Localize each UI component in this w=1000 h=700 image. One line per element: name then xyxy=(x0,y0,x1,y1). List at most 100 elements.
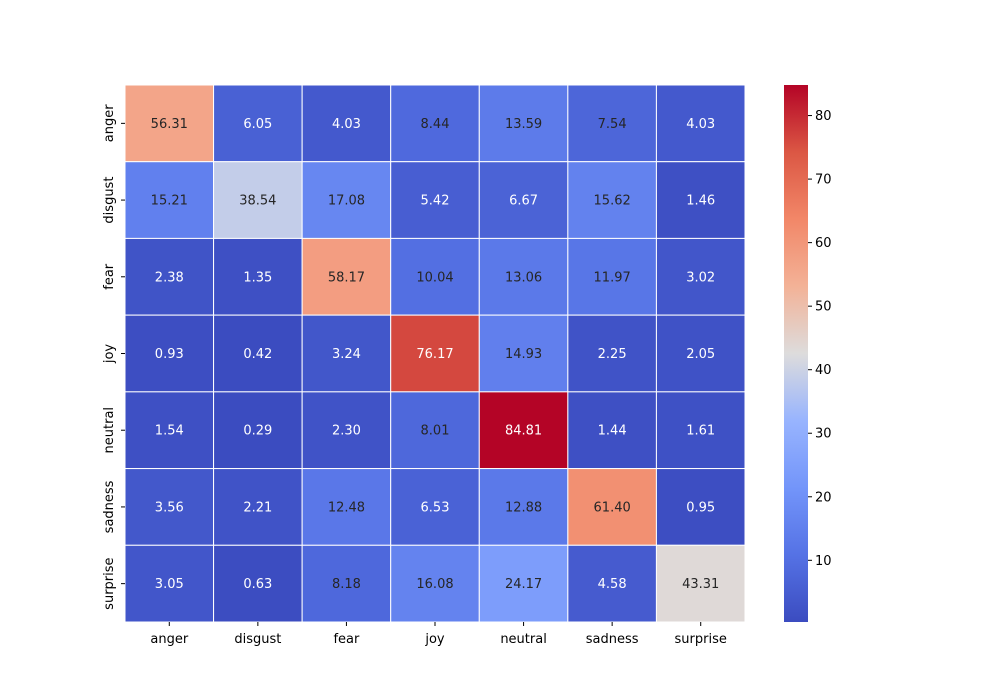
cell-label-neutral-anger: 1.54 xyxy=(155,424,184,439)
cell-label-sadness-joy: 6.53 xyxy=(421,500,450,515)
y-tick-label-surprise: surprise xyxy=(102,557,117,609)
cell-joy-disgust xyxy=(213,314,303,393)
cell-surprise-fear xyxy=(301,544,392,623)
cell-disgust-sadness xyxy=(567,161,657,239)
cell-anger-neutral xyxy=(478,84,569,163)
cell-neutral-anger xyxy=(124,391,215,470)
cell-anger-anger xyxy=(124,84,215,163)
cell-label-surprise-joy: 16.08 xyxy=(416,577,453,592)
cell-sadness-disgust xyxy=(213,468,303,546)
cell-fear-neutral xyxy=(478,237,569,316)
cell-label-neutral-joy: 8.01 xyxy=(421,424,450,439)
cell-surprise-surprise xyxy=(655,544,746,623)
cell-anger-fear xyxy=(301,84,392,163)
colorbar-tick-label-30: 30 xyxy=(815,427,832,442)
colorbar-gradient xyxy=(784,85,808,622)
cell-joy-sadness xyxy=(567,314,657,393)
cell-neutral-surprise xyxy=(655,391,746,470)
cell-label-disgust-anger: 15.21 xyxy=(151,194,188,209)
cell-label-disgust-neutral: 6.67 xyxy=(509,194,538,209)
cell-label-fear-disgust: 1.35 xyxy=(243,270,272,285)
cell-anger-disgust xyxy=(213,84,303,163)
colorbar-tick-label-20: 20 xyxy=(815,490,832,505)
cell-fear-sadness xyxy=(567,237,657,316)
colorbar-tick-label-70: 70 xyxy=(815,173,832,188)
cell-label-neutral-sadness: 1.44 xyxy=(598,424,627,439)
cell-label-anger-disgust: 6.05 xyxy=(243,117,272,132)
cell-label-anger-surprise: 4.03 xyxy=(686,117,715,132)
cell-neutral-fear xyxy=(301,391,392,470)
y-tick-label-joy: joy xyxy=(102,344,117,365)
cell-label-surprise-surprise: 43.31 xyxy=(682,577,719,592)
cell-label-sadness-disgust: 2.21 xyxy=(243,500,272,515)
cell-disgust-surprise xyxy=(655,161,746,239)
cell-label-fear-sadness: 11.97 xyxy=(594,270,631,285)
colorbar-tick-label-10: 10 xyxy=(815,554,832,569)
cell-disgust-fear xyxy=(301,161,392,239)
cell-label-anger-anger: 56.31 xyxy=(151,117,188,132)
cell-surprise-anger xyxy=(124,544,215,623)
x-tick-label-fear: fear xyxy=(333,632,360,647)
x-tick-label-neutral: neutral xyxy=(500,632,547,647)
cell-disgust-neutral xyxy=(478,161,569,239)
cell-label-sadness-surprise: 0.95 xyxy=(686,500,715,515)
cell-label-surprise-anger: 3.05 xyxy=(155,577,184,592)
cell-label-neutral-neutral: 84.81 xyxy=(505,424,542,439)
cell-label-surprise-disgust: 0.63 xyxy=(243,577,272,592)
y-tick-label-fear: fear xyxy=(102,263,117,290)
cell-label-disgust-fear: 17.08 xyxy=(328,194,365,209)
x-tick-label-anger: anger xyxy=(150,632,188,647)
cell-label-neutral-fear: 2.30 xyxy=(332,424,361,439)
cell-label-joy-joy: 76.17 xyxy=(416,347,453,362)
cell-fear-disgust xyxy=(213,237,303,316)
colorbar-tick-label-80: 80 xyxy=(815,109,832,124)
cell-label-joy-fear: 3.24 xyxy=(332,347,361,362)
cell-sadness-joy xyxy=(390,468,480,546)
x-tick-label-surprise: surprise xyxy=(675,632,727,647)
cell-sadness-anger xyxy=(124,468,215,546)
colorbar-tick-label-40: 40 xyxy=(815,363,832,378)
cell-label-sadness-fear: 12.48 xyxy=(328,500,365,515)
y-tick-label-sadness: sadness xyxy=(102,480,117,533)
cell-label-disgust-joy: 5.42 xyxy=(421,194,450,209)
cell-label-sadness-neutral: 12.88 xyxy=(505,500,542,515)
cell-surprise-sadness xyxy=(567,544,657,623)
cell-anger-joy xyxy=(390,84,480,163)
y-tick-label-neutral: neutral xyxy=(102,407,117,454)
cell-label-surprise-neutral: 24.17 xyxy=(505,577,542,592)
y-tick-label-anger: anger xyxy=(102,104,117,142)
cell-label-anger-sadness: 7.54 xyxy=(598,117,627,132)
cell-fear-joy xyxy=(390,237,480,316)
cell-label-anger-neutral: 13.59 xyxy=(505,117,542,132)
y-tick-label-disgust: disgust xyxy=(102,177,117,224)
cell-label-surprise-sadness: 4.58 xyxy=(598,577,627,592)
colorbar: 10 20 30 40 50 60 70 80 xyxy=(784,85,832,622)
x-tick-label-disgust: disgust xyxy=(234,632,281,647)
cell-label-surprise-fear: 8.18 xyxy=(332,577,361,592)
cell-label-fear-surprise: 3.02 xyxy=(686,270,715,285)
y-axis: anger disgust fear joy neutral sadness surpris… xyxy=(102,104,125,610)
cell-label-disgust-sadness: 15.62 xyxy=(594,194,631,209)
cell-label-fear-fear: 58.17 xyxy=(328,270,365,285)
x-tick-label-sadness: sadness xyxy=(586,632,639,647)
cell-joy-joy xyxy=(390,314,480,393)
cell-surprise-joy xyxy=(390,544,480,623)
heatmap-cells: 56.31 6.05 4.03 8.44 13.59 7.54 4.03 15.21 38.54… xyxy=(124,84,746,623)
cell-label-joy-surprise: 2.05 xyxy=(686,347,715,362)
cell-joy-anger xyxy=(124,314,215,393)
cell-label-disgust-surprise: 1.46 xyxy=(686,194,715,209)
cell-label-joy-sadness: 2.25 xyxy=(598,347,627,362)
cell-label-fear-anger: 2.38 xyxy=(155,270,184,285)
colorbar-tick-label-60: 60 xyxy=(815,236,832,251)
cell-label-disgust-disgust: 38.54 xyxy=(239,194,276,209)
cell-fear-fear xyxy=(301,237,392,316)
cell-label-anger-joy: 8.44 xyxy=(421,117,450,132)
cell-sadness-surprise xyxy=(655,468,746,546)
cell-sadness-neutral xyxy=(478,468,569,546)
x-tick-label-joy: joy xyxy=(424,632,445,647)
cell-label-neutral-disgust: 0.29 xyxy=(243,424,272,439)
cell-fear-surprise xyxy=(655,237,746,316)
cell-surprise-neutral xyxy=(478,544,569,623)
cell-label-neutral-surprise: 1.61 xyxy=(686,424,715,439)
